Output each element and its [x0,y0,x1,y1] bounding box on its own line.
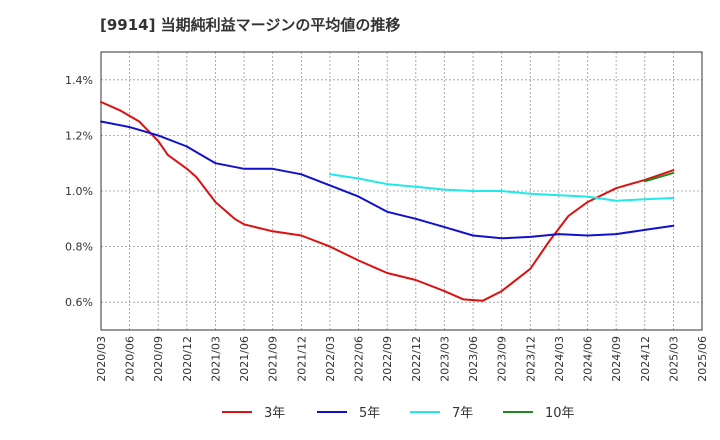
plot-border [100,51,703,331]
x-tick-label: 2023/09 [496,336,509,382]
plot-frame [100,51,703,331]
x-tick-label: 2020/03 [95,336,108,382]
x-tick-label: 2021/09 [267,336,280,382]
x-tick-label: 2022/03 [324,336,337,382]
y-tick-label: 1.0% [65,185,93,198]
x-tick-label: 2025/03 [667,336,680,382]
legend: 3年 5年 7年 10年 [222,406,575,421]
chart-title: [9914] 当期純利益マージンの平均値の推移 [100,16,401,34]
y-tick-label: 1.2% [65,129,93,142]
legend-label: 10年 [545,406,575,421]
x-tick-label: 2025/06 [696,336,709,382]
x-tick-label: 2024/12 [639,336,652,382]
y-tick-label: 0.6% [65,296,93,309]
x-tick-label: 2023/03 [438,336,451,382]
x-tick-label: 2020/12 [181,336,194,382]
series-line [329,173,675,202]
x-tick-label: 2023/12 [524,336,537,382]
x-tick-label: 2024/06 [582,336,595,382]
series-line [100,101,675,302]
x-tick-label: 2020/09 [152,336,165,382]
series-line [643,171,675,183]
x-tick-label: 2023/06 [467,336,480,382]
y-axis-ticks: 0.6% 0.8% 1.0% 1.2% 1.4% [65,74,93,309]
y-tick-label: 0.8% [65,241,93,254]
x-tick-label: 2021/03 [209,336,222,382]
x-tick-label: 2021/12 [295,336,308,382]
grid-lines [101,52,702,330]
x-tick-label: 2024/09 [610,336,623,382]
x-tick-label: 2024/03 [553,336,566,382]
series-lines [100,101,675,302]
x-tick-label: 2021/06 [238,336,251,382]
x-tick-label: 2020/06 [124,336,137,382]
x-tick-label: 2022/09 [381,336,394,382]
x-tick-label: 2022/12 [410,336,423,382]
legend-label: 3年 [264,406,285,421]
series-line [100,120,675,240]
x-tick-label: 2022/06 [353,336,366,382]
x-axis-ticks: 2020/03 2020/06 2020/09 2020/12 2021/03 2021/… [95,336,709,382]
legend-label: 5年 [359,406,380,421]
legend-label: 7年 [452,406,473,421]
y-tick-label: 1.4% [65,74,93,87]
